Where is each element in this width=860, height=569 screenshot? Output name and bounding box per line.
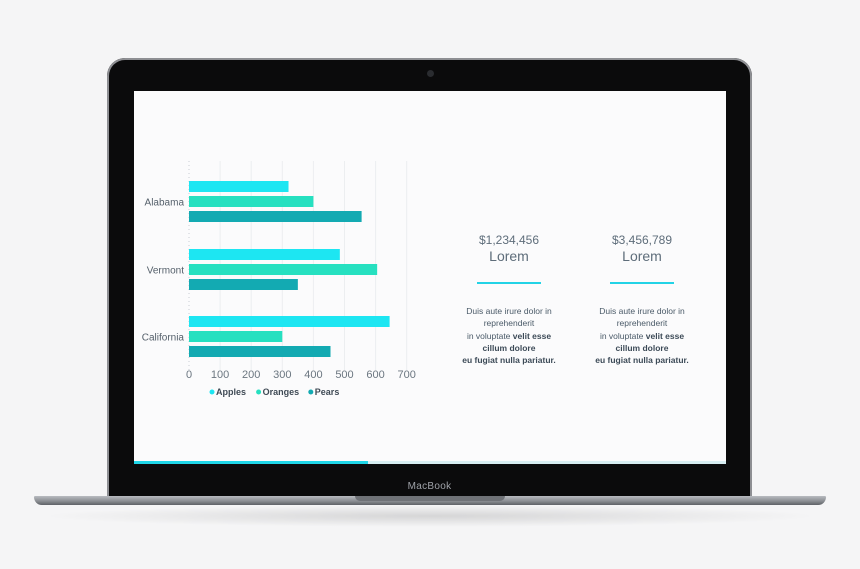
bar-alabama-pears	[189, 211, 362, 222]
bar-chart: Alabama Vermont California 0 100 200 300 400 50…	[142, 161, 416, 397]
x-tick-label: 300	[273, 369, 291, 381]
laptop-notch	[355, 496, 505, 501]
bar-california-oranges	[189, 331, 283, 342]
category-label: California	[142, 333, 185, 344]
device-brand-label: MacBook	[407, 481, 452, 492]
stat-divider	[477, 282, 541, 284]
legend-label-pears: Pears	[315, 387, 340, 397]
stat-amount: $1,234,456	[478, 233, 540, 247]
camera-icon	[427, 70, 434, 77]
x-tick-label: 600	[366, 369, 384, 381]
legend-label-apples: Apples	[216, 387, 246, 397]
legend-label-oranges: Oranges	[263, 387, 300, 397]
stat-label: Lorem	[622, 248, 662, 264]
legend-marker-apples	[209, 389, 215, 395]
stat-label: Lorem	[489, 248, 529, 264]
stat-description: Duis aute irure dolor in reprehenderit i…	[595, 306, 689, 366]
category-label: Alabama	[145, 198, 185, 209]
bar-california-apples	[189, 316, 390, 327]
bar-vermont-pears	[189, 279, 298, 290]
slide-progress-fill	[134, 461, 368, 464]
stat-description: Duis aute irure dolor in reprehenderit i…	[462, 306, 556, 366]
bar-california-pears	[189, 346, 331, 357]
legend-marker-oranges	[256, 389, 262, 395]
stat-amount: $3,456,789	[611, 233, 673, 247]
x-tick-label: 500	[335, 369, 353, 381]
stat-divider	[610, 282, 674, 284]
x-tick-label: 100	[211, 369, 229, 381]
bar-alabama-apples	[189, 181, 289, 192]
x-tick-label: 200	[242, 369, 260, 381]
x-tick-label: 400	[304, 369, 322, 381]
stat-block-1: $1,234,456 Lorem Duis aute irure dolor i…	[449, 233, 569, 366]
bar-vermont-oranges	[189, 264, 378, 275]
category-label: Vermont	[147, 266, 184, 277]
bar-vermont-apples	[189, 249, 340, 260]
stat-block-2: $3,456,789 Lorem Duis aute irure dolor i…	[582, 233, 702, 366]
base-shadow	[40, 505, 820, 527]
bar-alabama-oranges	[189, 196, 314, 207]
legend-marker-pears	[308, 389, 314, 395]
slide-screen: Alabama Vermont California 0 100 200 300 400 50…	[134, 91, 726, 464]
x-tick-label: 0	[186, 369, 192, 381]
slide-progress-bar	[134, 461, 726, 464]
x-tick-label: 700	[398, 369, 416, 381]
